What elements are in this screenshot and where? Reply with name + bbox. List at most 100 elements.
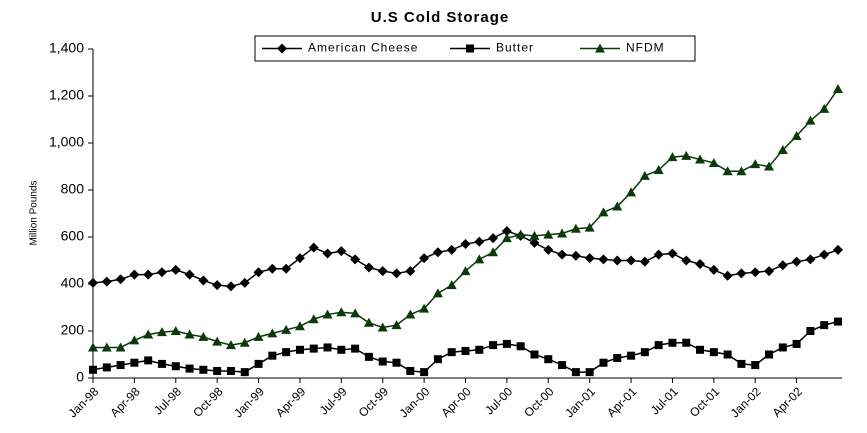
- marker: [488, 247, 499, 257]
- marker: [558, 361, 567, 370]
- x-tick-label: Jan-02: [728, 384, 764, 420]
- marker: [502, 339, 511, 348]
- marker: [213, 366, 222, 375]
- marker: [515, 229, 526, 239]
- marker: [253, 331, 264, 341]
- marker: [681, 150, 692, 160]
- x-tick-label: Jan-01: [562, 384, 598, 420]
- marker: [819, 249, 830, 260]
- x-tick-label: Apr-00: [438, 384, 474, 420]
- marker: [681, 255, 692, 266]
- marker: [432, 288, 443, 298]
- marker: [115, 342, 126, 352]
- marker: [351, 344, 360, 353]
- marker: [323, 343, 332, 352]
- marker: [405, 266, 416, 277]
- marker: [460, 239, 471, 250]
- x-tick-label: Jan-99: [231, 384, 267, 420]
- marker: [198, 331, 209, 341]
- legend-label: American Cheese: [308, 41, 418, 55]
- marker: [212, 280, 223, 291]
- marker: [101, 342, 112, 352]
- marker: [777, 145, 788, 155]
- marker: [751, 361, 760, 370]
- marker: [226, 366, 235, 375]
- marker: [336, 246, 347, 257]
- marker: [267, 263, 278, 274]
- marker: [570, 223, 581, 233]
- marker: [654, 341, 663, 350]
- marker: [833, 83, 843, 93]
- y-tick-label: 800: [61, 181, 85, 197]
- marker: [501, 233, 512, 243]
- marker: [529, 230, 540, 240]
- marker: [446, 280, 457, 290]
- marker: [308, 314, 319, 324]
- marker: [750, 267, 761, 278]
- marker: [282, 348, 291, 357]
- legend-label: NFDM: [626, 41, 665, 55]
- marker: [281, 263, 292, 274]
- marker: [89, 365, 97, 374]
- marker: [584, 253, 595, 264]
- x-tick-label: Jul-99: [317, 384, 350, 417]
- marker: [778, 343, 787, 352]
- marker: [157, 359, 166, 368]
- marker: [543, 244, 554, 255]
- marker: [225, 340, 236, 350]
- marker: [350, 254, 361, 265]
- legend: American Cheese Butter NFDM: [254, 35, 696, 62]
- marker: [806, 327, 815, 335]
- x-tick-label: Oct-99: [356, 384, 392, 420]
- marker: [613, 354, 622, 363]
- y-tick-label: 1,000: [49, 134, 84, 150]
- marker: [682, 338, 691, 347]
- series-line: [92, 320, 839, 373]
- marker: [475, 345, 484, 354]
- legend-box: [254, 35, 696, 62]
- marker: [337, 345, 346, 354]
- marker: [708, 264, 719, 275]
- marker: [543, 229, 554, 239]
- marker: [420, 368, 429, 377]
- marker: [750, 159, 761, 169]
- marker: [833, 244, 843, 255]
- x-tick-label: Apr-02: [770, 384, 806, 420]
- marker: [598, 207, 609, 217]
- marker: [199, 365, 208, 374]
- marker: [170, 326, 181, 335]
- y-axis-label: Million Pounds: [29, 180, 40, 245]
- marker: [722, 166, 733, 176]
- marker: [350, 308, 361, 318]
- marker: [639, 170, 650, 180]
- marker: [488, 233, 499, 244]
- y-tick-label: 400: [61, 275, 85, 291]
- marker: [294, 253, 305, 264]
- marker: [419, 253, 430, 264]
- legend-label: Butter: [496, 41, 534, 55]
- marker: [184, 329, 195, 339]
- marker: [792, 339, 801, 348]
- marker: [667, 152, 678, 162]
- marker: [695, 154, 706, 164]
- marker: [101, 276, 112, 287]
- chart-title: U.S Cold Storage: [371, 9, 510, 26]
- marker: [516, 342, 525, 351]
- marker: [322, 309, 333, 319]
- marker: [501, 226, 512, 237]
- marker: [308, 242, 319, 253]
- marker: [115, 274, 126, 285]
- marker: [708, 157, 719, 167]
- x-tick-label: Jul-01: [648, 384, 681, 417]
- marker: [130, 358, 139, 367]
- marker: [668, 338, 677, 347]
- marker: [406, 366, 415, 375]
- marker: [667, 248, 678, 259]
- marker: [295, 345, 304, 354]
- marker: [432, 247, 443, 258]
- marker: [653, 165, 664, 175]
- marker: [570, 250, 581, 261]
- marker: [170, 264, 181, 275]
- marker: [584, 222, 595, 232]
